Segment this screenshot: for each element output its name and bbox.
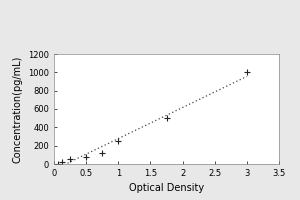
X-axis label: Optical Density: Optical Density [129,183,204,193]
Y-axis label: Concentration(pg/mL): Concentration(pg/mL) [13,55,22,163]
